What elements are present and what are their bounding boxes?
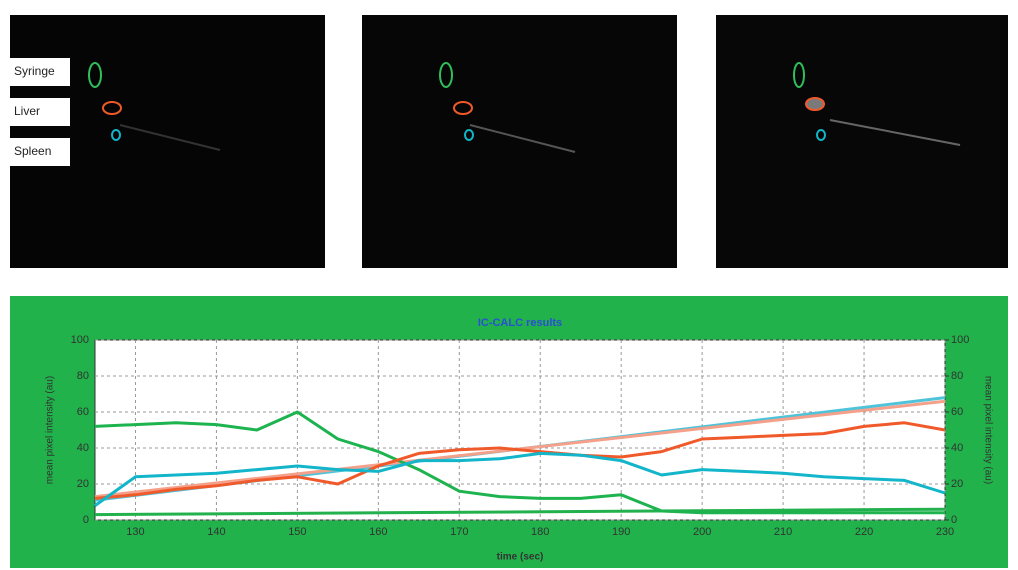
- roi: [439, 62, 453, 88]
- y-tick-label: 40: [77, 442, 89, 454]
- y2-axis-label: mean pixel intensity (au): [982, 376, 993, 484]
- y2-tick-label: 80: [951, 370, 963, 382]
- y2-tick-label: 40: [951, 442, 963, 454]
- needle: [829, 119, 961, 146]
- x-tick-label: 160: [369, 526, 387, 538]
- x-tick-label: 190: [612, 526, 630, 538]
- needle: [469, 124, 576, 153]
- roi: [111, 129, 121, 141]
- data-line: [94, 421, 946, 500]
- data-line: [94, 507, 946, 517]
- y2-tick-label: 60: [951, 406, 963, 418]
- roi-label: Liver: [14, 104, 40, 118]
- chart-title: IC-CALC results: [478, 317, 562, 329]
- x-tick-label: 140: [207, 526, 225, 538]
- y2-tick-label: 0: [951, 514, 957, 526]
- image-panel: [716, 15, 1008, 268]
- x-tick-label: 220: [855, 526, 873, 538]
- y-tick-label: 100: [71, 334, 89, 346]
- x-tick-label: 180: [531, 526, 549, 538]
- data-line: [94, 410, 945, 515]
- label-box: [10, 98, 70, 126]
- roi: [102, 101, 122, 115]
- roi: [464, 129, 474, 141]
- roi-label: Syringe: [14, 64, 55, 78]
- image-panel: [362, 15, 677, 268]
- plot-area: [94, 339, 946, 521]
- x-tick-label: 150: [288, 526, 306, 538]
- y2-tick-label: 100: [951, 334, 969, 346]
- x-tick-label: 230: [936, 526, 954, 538]
- y2-tick-label: 20: [951, 478, 963, 490]
- label-box: [10, 58, 70, 86]
- y-axis-label: mean pixel intensity (au): [45, 376, 56, 484]
- y-tick-label: 20: [77, 478, 89, 490]
- data-line: [94, 451, 946, 507]
- x-tick-label: 210: [774, 526, 792, 538]
- roi: [805, 97, 825, 111]
- needle: [119, 124, 221, 151]
- x-tick-label: 130: [126, 526, 144, 538]
- y-tick-label: 60: [77, 406, 89, 418]
- x-tick-label: 200: [693, 526, 711, 538]
- image-panels: Syringe Liver Spleen: [10, 15, 1008, 268]
- roi: [816, 129, 826, 141]
- roi-label: Spleen: [14, 144, 51, 158]
- roi: [793, 62, 805, 88]
- x-tick-label: 170: [450, 526, 468, 538]
- roi: [88, 62, 102, 88]
- roi: [453, 101, 473, 115]
- y-tick-label: 0: [83, 514, 89, 526]
- label-box: [10, 138, 70, 166]
- x-axis-label: time (sec): [497, 552, 544, 563]
- plot: 130 140 150 160 170 180 190 200 210 220 2300204060…: [71, 334, 970, 538]
- y-tick-label: 80: [77, 370, 89, 382]
